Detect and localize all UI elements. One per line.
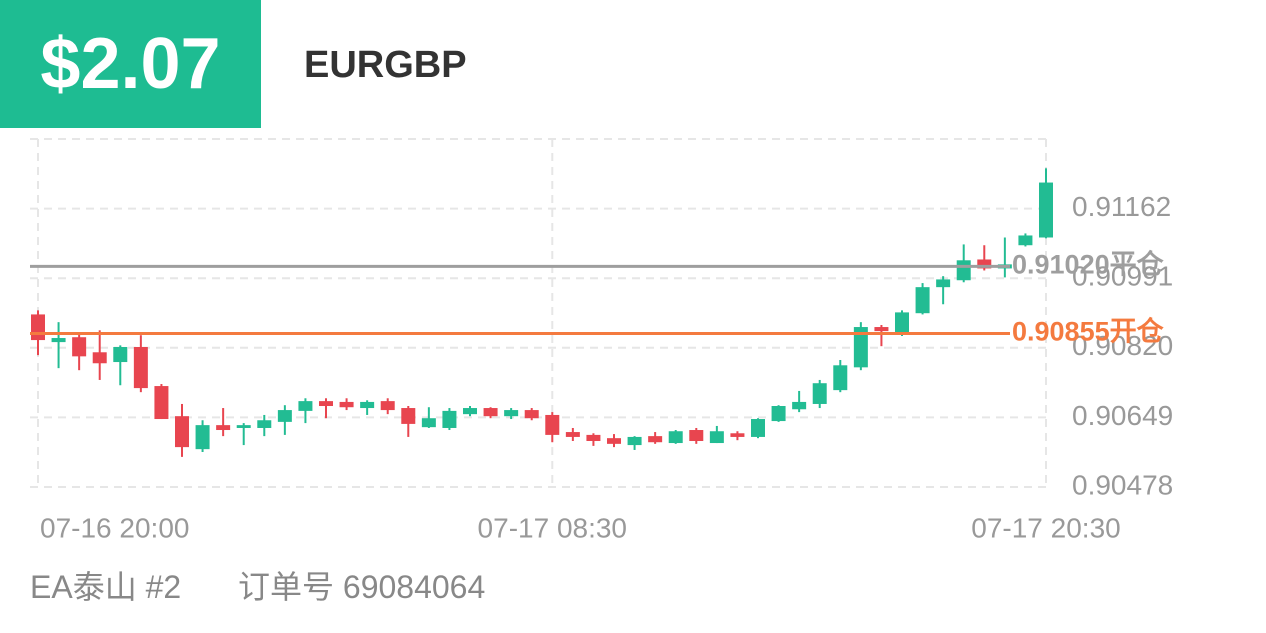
candle-body (195, 425, 210, 450)
candle-body (401, 408, 416, 424)
candle-body (812, 383, 827, 404)
price-line-label: 0.91020平仓 (1012, 250, 1165, 280)
candle-body (648, 436, 663, 443)
x-tick-label: 07-17 20:30 (971, 512, 1120, 543)
candle-body (1039, 182, 1053, 238)
candle-body (977, 259, 992, 269)
candle-body (853, 327, 868, 368)
candle-body (915, 287, 930, 314)
profit: $2.07 (0, 0, 261, 128)
candle-body (72, 337, 87, 357)
candle-body (339, 401, 354, 408)
candle-body (51, 338, 66, 343)
candle-body (421, 418, 436, 428)
candle-body (833, 365, 848, 391)
account: EA泰山 #2 (30, 569, 182, 605)
candle-body (483, 408, 498, 417)
candle-body (442, 410, 457, 428)
candle-body (298, 401, 313, 411)
candle-body (565, 432, 580, 437)
candle-body (216, 425, 231, 431)
x-tick-label: 07-16 20:00 (40, 512, 189, 543)
candle-body (792, 401, 807, 410)
order-number: 订单号 69084064 (238, 569, 486, 605)
candle-body (236, 425, 251, 428)
candle-body (133, 346, 148, 389)
candle-body (874, 327, 889, 332)
candle-body (1018, 235, 1033, 246)
y-tick-label: 0.91162 (1072, 191, 1171, 222)
candle-body (627, 436, 642, 446)
candle-body (524, 410, 539, 419)
candle-body (751, 419, 765, 437)
candle-body (360, 401, 375, 409)
candle-body (31, 314, 45, 341)
candle-body (607, 438, 621, 444)
symbol: EURGBP (304, 44, 467, 86)
candle-body (936, 279, 951, 288)
candle-body (730, 433, 745, 437)
y-tick-label: 0.90478 (1072, 469, 1173, 500)
candle-body (586, 434, 601, 442)
y-tick-label: 0.90991 (1072, 261, 1173, 292)
candle-body (771, 406, 786, 422)
candle-body (956, 260, 971, 281)
candle-body (668, 431, 683, 444)
candle-body (504, 410, 519, 417)
candle-body (113, 346, 128, 363)
candle-body (545, 414, 560, 435)
y-tick-label: 0.90820 (1072, 330, 1173, 361)
candle-body (175, 416, 189, 448)
candle-body (92, 352, 107, 364)
x-tick-label: 07-17 08:30 (478, 512, 627, 543)
candle-body (154, 386, 169, 420)
price-line-label: 0.90855开仓 (1012, 317, 1165, 347)
candle-body (895, 312, 909, 334)
candle-body (277, 410, 292, 422)
candle-body (380, 401, 395, 411)
candle-body (257, 420, 272, 428)
candle-body (319, 401, 333, 407)
candle-body (689, 430, 704, 442)
candle-body (463, 408, 477, 415)
y-tick-label: 0.90649 (1072, 400, 1173, 431)
candle-body (709, 431, 724, 444)
